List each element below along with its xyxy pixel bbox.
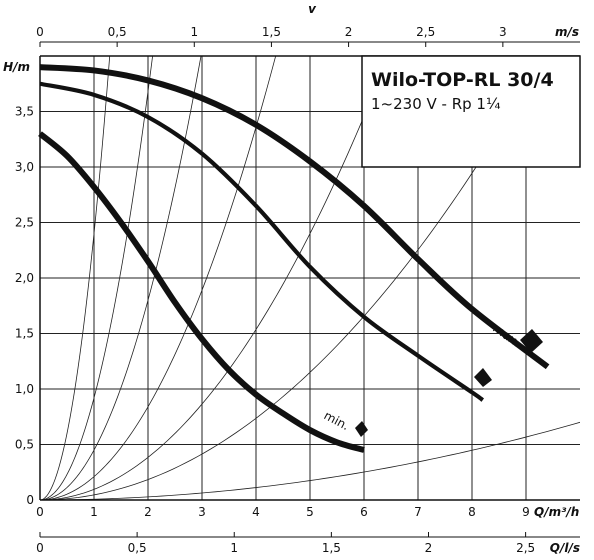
y-tick-label: 3,0: [15, 160, 34, 174]
top-axis-tick-label: 2: [345, 25, 353, 39]
y-tick-label: 2,0: [15, 271, 34, 285]
chart-subtitle: 1~230 V - Rp 1¼: [371, 95, 501, 113]
max-speed-marker: max.: [490, 321, 543, 353]
x-tick-label: 4: [252, 505, 260, 519]
series-lines: [38, 64, 550, 453]
top-axis-tick-label: 2,5: [416, 25, 435, 39]
x-tick-label: 2: [144, 505, 152, 519]
y-tick-label: 1,0: [15, 382, 34, 396]
system-curve: [40, 56, 154, 500]
pump-curve-2: [38, 131, 365, 453]
top-axis-tick-label: 0,5: [108, 25, 127, 39]
top-axis-tick-label: 1: [190, 25, 198, 39]
bottom-axis2-tick-label: 2,5: [516, 541, 535, 555]
x-tick-label: 7: [414, 505, 422, 519]
tick-labels: 0 0,5 1,0 1,5 2,0 2,5 3,0 3,5 0 1 2 3 4 5 6 7 8 9 0 0,5 1 1,5…: [15, 25, 535, 555]
y-tick-label: 1,5: [15, 327, 34, 341]
mid-marker-diamond: [474, 368, 492, 387]
x-tick-label: 1: [90, 505, 98, 519]
x-tick-label: 5: [306, 505, 314, 519]
bottom-axis2-tick-label: 2: [425, 541, 433, 555]
y-tick-label: 0,5: [15, 438, 34, 452]
y-tick-label: 3,5: [15, 105, 34, 119]
pump-curve-0: [39, 64, 550, 370]
x-tick-label: 6: [360, 505, 368, 519]
top-axis-tick-label: 1,5: [262, 25, 281, 39]
system-curve: [40, 56, 277, 500]
x-axis-label: Q/m³/h: [534, 505, 579, 519]
y-tick-label: 0: [26, 493, 34, 507]
x-tick-label: 9: [522, 505, 530, 519]
min-speed-marker: min.: [322, 408, 368, 437]
system-curve: [40, 56, 202, 500]
x-tick-label: 3: [198, 505, 206, 519]
system-curve: [40, 421, 580, 500]
y-tick-label: 2,5: [15, 216, 34, 230]
pump-curve-1: [39, 81, 485, 402]
bottom-axis2-tick-label: 1,5: [322, 541, 341, 555]
y-axis-label: H/m: [3, 60, 30, 74]
system-curve: [40, 56, 389, 500]
bottom-axis2-tick-label: 1: [230, 541, 238, 555]
top-axis-unit: m/s: [555, 25, 579, 39]
top-axis-tick-label: 0: [36, 25, 44, 39]
system-curves: [40, 56, 580, 500]
x-tick-label: 8: [468, 505, 476, 519]
mid-speed-marker: [474, 368, 492, 387]
top-axis-name: v: [308, 2, 317, 16]
x-tick-label: 0: [36, 505, 44, 519]
bottom-axis2-tick-label: 0: [36, 541, 44, 555]
min-label: min.: [322, 408, 352, 433]
chart-title: Wilo-TOP-RL 30/4: [371, 69, 554, 91]
min-marker-diamond: [355, 421, 368, 437]
top-axis-tick-label: 3: [499, 25, 507, 39]
system-curve: [40, 56, 545, 500]
title-box: Wilo-TOP-RL 30/4 1~230 V - Rp 1¼: [361, 55, 581, 168]
bottom-axis2-tick-label: 0,5: [128, 541, 147, 555]
max-marker-diamond: [520, 329, 543, 353]
system-curve: [40, 56, 111, 500]
bottom-axis-unit: Q/l/s: [550, 541, 580, 555]
